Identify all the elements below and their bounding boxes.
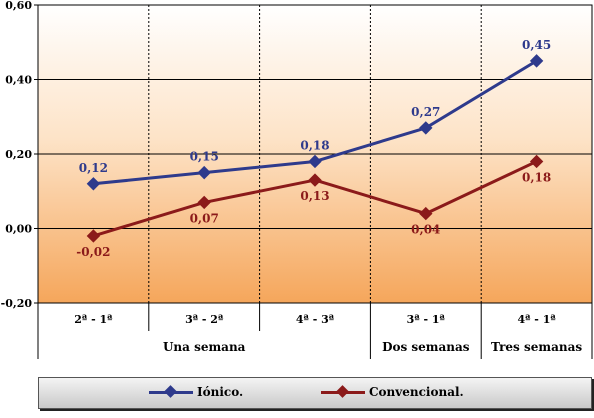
data-label: 0,13 bbox=[300, 189, 329, 203]
legend-item-convencional: Convencional. bbox=[321, 385, 464, 399]
data-point bbox=[419, 206, 433, 221]
data-point bbox=[86, 177, 101, 191]
data-label: 0,07 bbox=[190, 211, 219, 225]
y-tick-label: 0,60 bbox=[5, 0, 32, 12]
data-point bbox=[86, 229, 101, 243]
y-tick-label: -0,20 bbox=[1, 297, 33, 310]
legend-label-convencional: Convencional. bbox=[369, 385, 464, 399]
data-label: 0,45 bbox=[522, 38, 551, 52]
data-label: -0,02 bbox=[76, 245, 110, 259]
legend: Iónico. Convencional. bbox=[38, 377, 592, 409]
data-label: 0,18 bbox=[300, 138, 329, 152]
legend-item-ionico: Iónico. bbox=[149, 385, 243, 399]
x-tick-label: 3ª - 1ª bbox=[407, 313, 446, 326]
y-tick-label: 0,40 bbox=[5, 74, 32, 87]
group-label: Una semana bbox=[163, 340, 246, 354]
group-label: Tres semanas bbox=[491, 340, 582, 354]
data-label: 0,18 bbox=[522, 170, 551, 184]
data-point bbox=[529, 154, 544, 169]
legend-label-ionico: Iónico. bbox=[197, 385, 244, 399]
data-point bbox=[308, 154, 322, 169]
y-tick-label: 0,20 bbox=[5, 148, 32, 161]
x-tick-label: 3ª - 2ª bbox=[185, 313, 224, 326]
data-point bbox=[197, 165, 211, 180]
x-tick-label: 4ª - 1ª bbox=[517, 313, 556, 326]
data-label: 0,15 bbox=[190, 150, 219, 164]
data-label: 0,04 bbox=[411, 223, 440, 237]
group-label: Dos semanas bbox=[382, 340, 470, 354]
legend-marker-convencional bbox=[321, 385, 365, 399]
data-label: 0,27 bbox=[411, 105, 440, 119]
data-point bbox=[308, 173, 322, 187]
data-point bbox=[419, 121, 433, 135]
legend-marker-ionico bbox=[149, 385, 193, 399]
data-label: 0,12 bbox=[79, 161, 108, 175]
data-point bbox=[197, 195, 211, 210]
x-tick-label: 4ª - 3ª bbox=[296, 313, 335, 326]
x-tick-label: 2ª - 1ª bbox=[74, 313, 113, 326]
data-point bbox=[529, 54, 544, 68]
y-tick-label: 0,00 bbox=[5, 223, 32, 236]
